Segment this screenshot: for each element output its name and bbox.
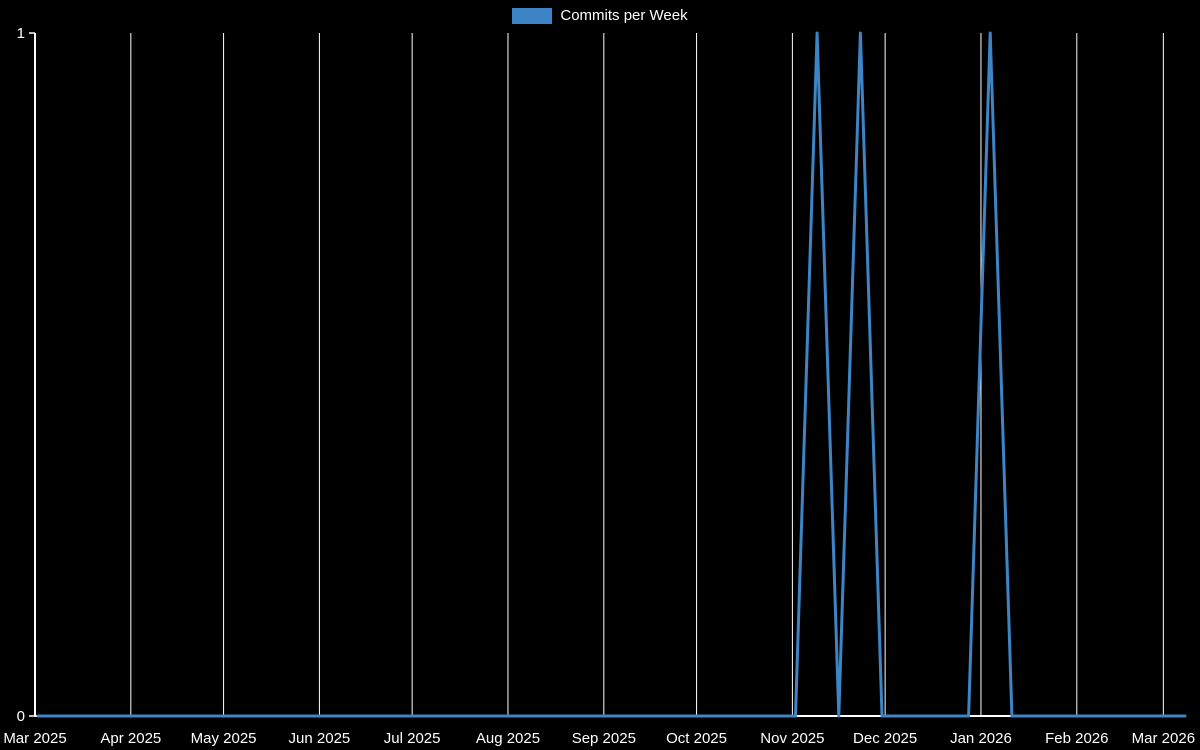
x-axis-tick-label: Dec 2025 <box>853 730 917 747</box>
y-axis-tick-label: 1 <box>17 25 25 42</box>
y-axis-tick-label: 0 <box>17 708 25 725</box>
x-axis-tick-label: Oct 2025 <box>666 730 727 747</box>
data-line-commits-per-week <box>36 31 1187 718</box>
x-axis-tick-label: Nov 2025 <box>760 730 824 747</box>
x-axis-tick-label: Jan 2026 <box>950 730 1012 747</box>
legend-item-commits-per-week[interactable]: Commits per Week <box>512 7 688 24</box>
x-axis-tick-label: Jun 2025 <box>289 730 351 747</box>
x-axis-tick-label: May 2025 <box>191 730 257 747</box>
legend-swatch-icon <box>512 8 553 24</box>
x-axis-tick-label: Apr 2025 <box>100 730 161 747</box>
x-axis-tick-label: Mar 2025 <box>3 730 66 747</box>
legend-label: Commits per Week <box>560 7 688 24</box>
x-axis-tick-label: Mar 2026 <box>1132 730 1195 747</box>
x-axis-tick-label: Aug 2025 <box>476 730 540 747</box>
x-axis-tick-label: Sep 2025 <box>572 730 636 747</box>
chart-legend: Commits per Week <box>0 8 1200 24</box>
x-axis-tick-label: Jul 2025 <box>384 730 441 747</box>
x-axis-tick-label: Feb 2026 <box>1045 730 1108 747</box>
